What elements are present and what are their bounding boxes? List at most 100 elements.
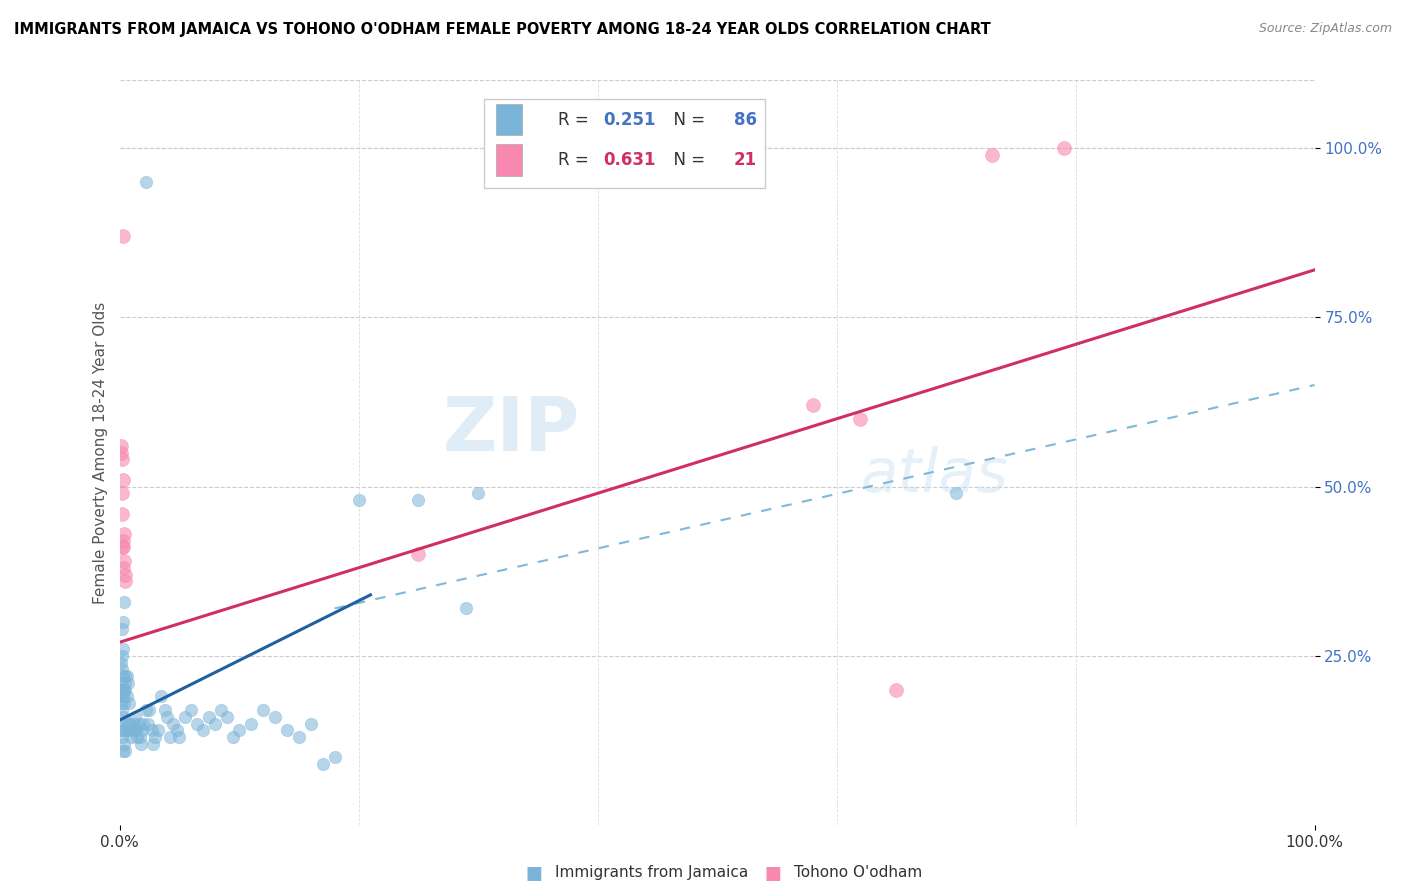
Point (112, 229, 135, 244)
Point (112, 642, 135, 657)
Point (150, 690, 173, 704)
FancyBboxPatch shape (496, 104, 522, 136)
Point (114, 567, 136, 582)
Point (136, 716, 159, 731)
Point (156, 710, 179, 724)
Point (111, 452, 134, 467)
Point (135, 175, 157, 189)
Text: R =: R = (558, 111, 595, 128)
Point (323, 750, 346, 764)
Point (112, 527, 135, 541)
Point (115, 723, 138, 738)
Point (141, 723, 163, 738)
Point (112, 669, 135, 683)
Point (153, 703, 176, 717)
Text: Tohono O'odham: Tohono O'odham (794, 865, 922, 880)
Point (312, 757, 335, 772)
Point (111, 716, 134, 731)
Point (981, 148, 1004, 162)
Point (166, 723, 188, 738)
Text: Immigrants from Jamaica: Immigrants from Jamaica (555, 865, 748, 880)
FancyBboxPatch shape (484, 99, 765, 188)
Text: ▪: ▪ (524, 858, 544, 887)
Point (111, 541, 134, 555)
Point (112, 710, 135, 724)
Point (115, 690, 138, 704)
Point (408, 493, 430, 508)
Point (127, 730, 149, 744)
Point (209, 703, 232, 717)
Point (110, 696, 132, 710)
Point (131, 723, 153, 738)
Point (180, 703, 202, 717)
Point (276, 723, 298, 738)
Point (110, 446, 132, 460)
Point (110, 656, 132, 670)
Point (111, 703, 134, 717)
Point (114, 574, 136, 589)
Point (112, 696, 135, 710)
Point (162, 716, 184, 731)
Point (114, 676, 136, 690)
Point (111, 690, 134, 704)
Point (111, 486, 134, 500)
Point (112, 561, 135, 575)
Text: 0.631: 0.631 (603, 151, 657, 169)
Point (118, 723, 141, 738)
Point (204, 716, 226, 731)
Point (111, 682, 134, 697)
Point (886, 682, 908, 697)
Point (110, 676, 132, 690)
Point (217, 710, 239, 724)
Point (408, 547, 430, 561)
Text: 21: 21 (734, 151, 756, 169)
Point (117, 716, 139, 731)
Point (112, 554, 135, 568)
Point (120, 716, 142, 731)
Text: atlas: atlas (860, 445, 1008, 505)
Point (111, 730, 134, 744)
Point (112, 473, 135, 487)
Point (111, 507, 134, 521)
Point (198, 710, 221, 724)
Point (112, 723, 135, 738)
Point (264, 710, 287, 724)
Point (122, 716, 145, 731)
Point (115, 669, 138, 683)
Point (347, 493, 370, 508)
Point (117, 676, 139, 690)
Point (112, 682, 135, 697)
Point (111, 648, 134, 663)
Point (174, 710, 197, 724)
Point (456, 601, 478, 615)
Point (112, 737, 135, 751)
Point (299, 716, 322, 731)
Point (222, 730, 245, 744)
Point (145, 730, 166, 744)
Point (110, 682, 132, 697)
Point (124, 710, 146, 724)
Point (801, 398, 824, 412)
Point (467, 486, 489, 500)
Point (112, 744, 135, 758)
Point (228, 723, 250, 738)
Point (191, 723, 215, 738)
Point (112, 533, 135, 548)
Text: IMMIGRANTS FROM JAMAICA VS TOHONO O'ODHAM FEMALE POVERTY AMONG 18-24 YEAR OLDS C: IMMIGRANTS FROM JAMAICA VS TOHONO O'ODHA… (14, 22, 991, 37)
Point (110, 723, 132, 738)
Text: ZIP: ZIP (443, 394, 579, 467)
Text: N =: N = (664, 111, 706, 128)
Y-axis label: Female Poverty Among 18-24 Year Olds: Female Poverty Among 18-24 Year Olds (93, 301, 108, 604)
Point (239, 716, 263, 731)
Point (112, 690, 135, 704)
Point (142, 737, 165, 751)
Point (114, 682, 136, 697)
Point (129, 737, 152, 751)
Point (118, 696, 141, 710)
Point (288, 730, 311, 744)
FancyBboxPatch shape (496, 145, 522, 176)
Point (169, 730, 191, 744)
Text: R =: R = (558, 151, 595, 169)
Point (138, 703, 160, 717)
Point (112, 615, 135, 629)
